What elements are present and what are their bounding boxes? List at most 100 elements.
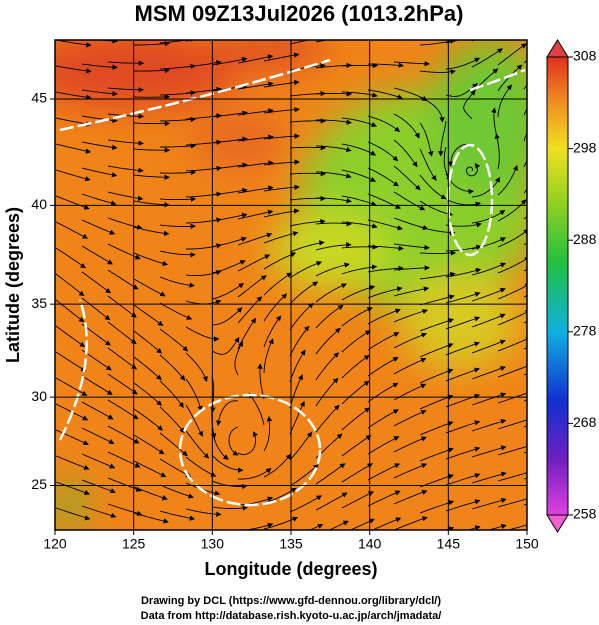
streamline [133,304,164,326]
streamline [107,87,144,93]
streamline [133,174,170,181]
x-tick-label: 130 [201,536,225,552]
streamline [471,237,507,250]
streamline [55,247,86,269]
streamline [237,232,273,246]
streamline [393,139,418,168]
x-tick-label: 150 [515,536,539,552]
streamline [316,119,352,125]
streamline [367,167,399,187]
streamline [81,401,114,420]
streamline [463,89,476,120]
streamline [349,518,375,530]
streamline [55,299,85,323]
streamline [211,336,240,355]
streamline [237,134,274,142]
streamline [497,199,527,222]
streamline [133,460,167,478]
streamline [159,354,186,381]
streamline [133,226,170,237]
y-tick-label: 30 [31,388,47,404]
streamline [237,254,271,272]
streamline [107,373,138,395]
streamline [438,120,447,157]
streamline [419,499,455,514]
streamline [133,252,169,266]
streamline [263,453,292,478]
streamline [445,40,461,44]
streamline [315,145,352,153]
streamline [315,492,348,511]
streamline [242,528,248,530]
streamline [159,432,188,457]
streamline [107,477,142,492]
footnote: Drawing by DCL (https://www.gfd-dennou.o… [141,595,441,607]
streamline [133,382,162,406]
streamline [471,313,506,328]
streamline [55,481,90,495]
streamline [211,260,246,274]
streamline [107,243,141,260]
streamline [315,283,347,303]
streamline [315,304,344,329]
streamline [367,436,400,455]
streamline [393,516,428,530]
streamline [367,115,401,132]
streamline [367,490,401,507]
field [55,17,553,530]
streamline [211,505,248,511]
streamline [159,484,194,499]
streamline [237,468,272,480]
streamline [393,113,420,139]
streamline [393,436,427,453]
streamline [107,321,137,345]
streamline [367,463,401,481]
streamline [419,343,454,358]
streamline [159,380,184,409]
streamline [394,33,429,37]
streamline [211,110,248,118]
streamline [419,148,437,181]
streamline [237,81,274,90]
streamline [393,409,427,427]
streamline [471,418,507,432]
streamline [228,426,239,456]
streamline [315,352,339,381]
streamline [471,445,507,458]
streamline [263,107,300,114]
streamline [497,363,527,378]
streamline [55,429,89,446]
streamline [393,332,427,349]
streamline [497,310,527,326]
streamline [367,409,399,429]
streamline [315,91,353,97]
streamline [289,302,314,331]
x-tick-label: 145 [437,536,461,552]
streamline [263,315,282,348]
streamline [211,212,248,222]
streamline [445,341,480,356]
streamline [108,36,143,37]
colorbar [546,56,569,516]
streamline [445,420,481,434]
streamline [506,521,527,530]
streamline [524,17,553,38]
streamline [419,96,445,123]
streamline [263,159,300,166]
streamline [393,165,421,191]
streamline [471,176,500,198]
streamline [393,489,428,505]
streamline [159,223,196,230]
streamline [445,473,481,486]
streamline [419,69,456,75]
colorbar-max-arrow [546,39,569,58]
streamline [289,170,327,177]
streamline [159,510,196,521]
streamline [107,191,144,202]
streamline [234,340,243,376]
streamline [159,90,196,96]
streamline [185,430,210,459]
streamline [81,297,111,321]
streamline [393,286,430,297]
streamline [471,392,507,406]
